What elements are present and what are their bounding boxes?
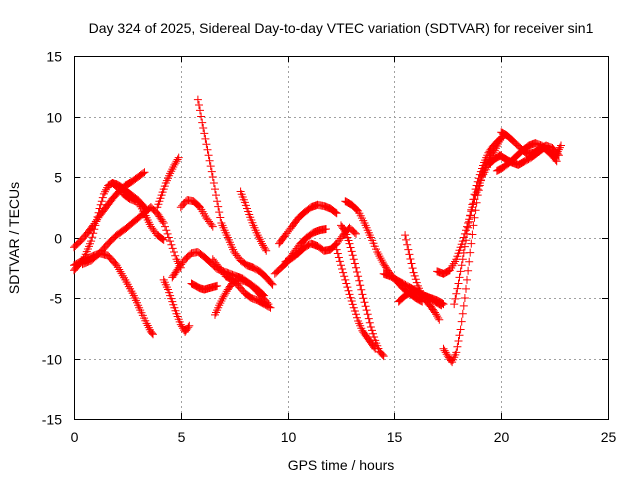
data-point-markers — [193, 95, 277, 289]
x-tick-label: 15 — [387, 429, 403, 445]
data-point-markers — [176, 196, 217, 231]
data-point-markers — [108, 179, 151, 214]
series-track-7 — [153, 153, 183, 212]
x-tick-label: 5 — [178, 429, 186, 445]
series-track-15 — [187, 279, 222, 294]
series-track-18 — [281, 223, 360, 266]
data-point-markers — [281, 223, 360, 266]
y-tick-label: 15 — [46, 49, 62, 65]
y-tick-label: -5 — [50, 291, 63, 307]
y-tick-label: 10 — [46, 110, 62, 126]
series-track-14 — [236, 187, 271, 255]
axis-ticks: 0 5 10 15 20 25 -15 -10 -5 0 5 10 15 — [42, 49, 617, 446]
series-track-19 — [337, 221, 388, 361]
y-tick-label: -10 — [42, 352, 62, 368]
y-tick-label: -15 — [42, 412, 62, 428]
data-point-markers — [275, 200, 341, 248]
data-point-markers — [153, 153, 183, 212]
series-track-27 — [450, 134, 506, 309]
data-point-markers — [78, 203, 155, 269]
data-point-markers — [211, 275, 269, 319]
series-track-6 — [146, 203, 185, 272]
data-point-markers — [236, 187, 271, 255]
data-point-markers — [159, 275, 194, 336]
data-point-markers — [332, 245, 380, 353]
chart-title: Day 324 of 2025, Sidereal Day-to-day VTE… — [89, 20, 594, 36]
y-tick-label: 0 — [54, 231, 62, 247]
data-point-markers — [492, 139, 565, 175]
data-point-markers — [450, 134, 506, 309]
data-point-markers — [394, 287, 448, 309]
x-tick-label: 20 — [494, 429, 510, 445]
series-track-30 — [492, 139, 565, 175]
data-points — [70, 95, 565, 367]
x-tick-label: 25 — [601, 429, 617, 445]
y-tick-label: 5 — [54, 170, 62, 186]
data-point-markers — [337, 221, 388, 361]
series-track-20 — [332, 245, 380, 353]
series-track-13 — [211, 275, 269, 319]
x-axis-label: GPS time / hours — [288, 457, 395, 473]
data-point-markers — [146, 203, 185, 272]
series-track-4 — [78, 203, 155, 269]
series-track-10 — [176, 196, 217, 231]
x-tick-label: 0 — [71, 429, 79, 445]
series-track-17 — [275, 200, 341, 248]
y-axis-label: SDTVAR / TECUs — [6, 182, 22, 294]
x-tick-label: 10 — [281, 429, 297, 445]
series-track-5 — [108, 179, 151, 214]
data-point-markers — [187, 279, 222, 294]
series-track-8 — [159, 275, 194, 336]
series-track-24 — [394, 287, 448, 309]
series-track-11 — [193, 95, 277, 289]
